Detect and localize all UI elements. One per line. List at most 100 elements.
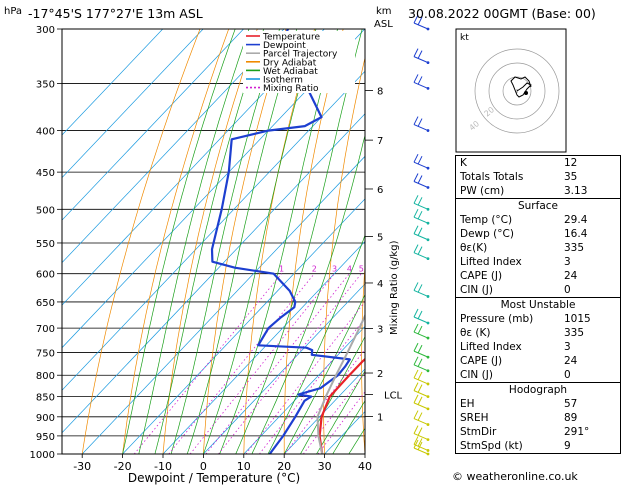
wind-barb-flag — [417, 441, 423, 451]
legend-entry: Dry Adiabat — [263, 58, 317, 68]
wind-barb-flag — [413, 425, 419, 434]
surface-theta-label: θε(K) — [460, 242, 488, 254]
mu-theta-value: 335 — [564, 327, 585, 339]
isotherm-line — [62, 113, 365, 434]
wind-barb-flag — [413, 14, 419, 24]
wind-barb-staff — [413, 22, 429, 30]
mixing-ratio-label: 5 — [359, 265, 364, 274]
wind-barb-flag — [413, 410, 419, 419]
stmdir-value: 291° — [564, 426, 590, 438]
km-tick-label: 8 — [377, 86, 383, 97]
mu-pressure-label: Pressure (mb) — [460, 313, 534, 325]
legend-bg — [243, 31, 355, 93]
sreh-label: SREH — [460, 412, 489, 424]
pressure-tick-label: 950 — [36, 432, 55, 443]
wind-barb-staff — [413, 161, 429, 169]
mixing-ratio-line — [189, 273, 335, 454]
eh-label: EH — [460, 398, 475, 410]
dry-adiabat-line — [162, 29, 258, 454]
hodograph-table-title: Hodograph — [508, 384, 568, 396]
mixing-ratio-label: 20 — [436, 265, 446, 274]
wind-barb-flag — [413, 308, 419, 318]
wet-adiabat-line — [267, 234, 365, 454]
mixing-ratio-line — [317, 391, 365, 454]
wind-barb-flag — [417, 325, 423, 335]
wind-barb-dot — [426, 238, 430, 242]
wind-barb-flag — [417, 396, 423, 406]
wind-barb-dot — [426, 395, 430, 399]
legend-entry: Dewpoint — [263, 41, 306, 51]
wind-barb-flag — [417, 371, 423, 381]
wind-barb-flag — [417, 358, 423, 368]
mixing-ratio-line — [205, 273, 350, 454]
x-axis-label: Dewpoint / Temperature (°C) — [128, 471, 300, 485]
wind-barb-staff — [413, 331, 429, 339]
wet-adiabat-line — [283, 293, 365, 454]
series-temperature — [318, 357, 365, 454]
pressure-tick-label: 450 — [36, 168, 55, 179]
hodograph-box: Hodograph EH 57 SREH 89 StmDir 291° StmSpd … — [455, 383, 621, 454]
wind-barb-dot — [426, 382, 430, 386]
wind-barb-flag — [417, 118, 423, 127]
wind-barb-dot — [426, 449, 430, 452]
wind-barb-dot — [426, 166, 430, 170]
most-unstable-box: Most Unstable Pressure (mb) 1015 θε (K) 33… — [455, 298, 621, 383]
km-tick-label: 6 — [377, 185, 383, 196]
wind-barb-staff — [413, 216, 429, 224]
mu-cape-value: 24 — [564, 355, 578, 367]
wind-barb-flag — [413, 225, 419, 234]
wind-barb-dot — [426, 423, 430, 426]
wind-barb-dot — [426, 452, 430, 456]
wind-barb-flag — [413, 195, 419, 204]
wind-barb-dot — [426, 321, 430, 325]
wind-barb-staff — [413, 202, 429, 210]
footer-credit: © weatheronline.co.uk — [452, 470, 578, 483]
legend-entry: Isotherm — [263, 76, 303, 86]
dry-adiabat-line — [361, 261, 365, 454]
wind-barb-staff — [413, 81, 429, 89]
wind-barb-flag — [417, 210, 423, 220]
eh-value: 57 — [564, 398, 578, 410]
wind-barb-dot — [426, 257, 430, 261]
pw-label: PW (cm) — [460, 185, 505, 197]
mu-cape-label: CAPE (J) — [460, 355, 503, 367]
mixing-ratio-label: 4 — [347, 265, 352, 274]
wind-barb-staff — [413, 377, 429, 385]
surface-cape-label: CAPE (J) — [460, 270, 503, 282]
lcl-label: LCL — [384, 391, 403, 402]
km-tick-label: 3 — [377, 325, 383, 336]
isotherm-line — [243, 325, 365, 454]
mu-cin-label: CIN (J) — [460, 369, 493, 381]
wet-adiabat-line — [154, 29, 265, 454]
surface-box: Surface Temp (°C) 29.4 Dewp (°C) 16.4 θε(K… — [455, 199, 621, 298]
surface-cin-label: CIN (J) — [460, 284, 493, 296]
surface-temp-label: Temp (°C) — [460, 214, 513, 226]
legend-entry: Parcel Trajectory — [263, 50, 338, 60]
wind-barb-dot — [426, 407, 430, 411]
hodograph-unit-label: kt — [460, 33, 469, 43]
wind-barb-flag — [413, 436, 419, 445]
mu-li-label: Lifted Index — [460, 341, 522, 353]
pressure-tick-label: 800 — [36, 371, 55, 382]
temp-tick-label: 10 — [237, 460, 251, 473]
pressure-tick-label: 700 — [36, 324, 55, 335]
surface-temp-value: 29.4 — [564, 214, 588, 226]
isotherm-line — [203, 283, 365, 454]
totals-totals-value: 35 — [564, 171, 578, 183]
wind-barb-flag — [417, 438, 423, 447]
temp-tick-label: 40 — [358, 460, 372, 473]
wind-barb-dot — [426, 129, 430, 132]
wind-barb-dot — [426, 295, 430, 298]
wind-barb-flag — [417, 344, 423, 354]
km-axis-label: km — [376, 6, 392, 17]
wind-barb-staff — [413, 124, 429, 132]
hodograph-ring — [474, 48, 560, 134]
isotherm-line — [62, 29, 244, 221]
surface-theta-value: 335 — [564, 242, 585, 254]
temp-tick-label: 20 — [277, 460, 291, 473]
pressure-tick-label: 300 — [36, 25, 55, 36]
wind-barb-dot — [426, 336, 430, 340]
wind-barb-dot — [426, 87, 430, 90]
wind-barb-staff — [413, 252, 429, 260]
